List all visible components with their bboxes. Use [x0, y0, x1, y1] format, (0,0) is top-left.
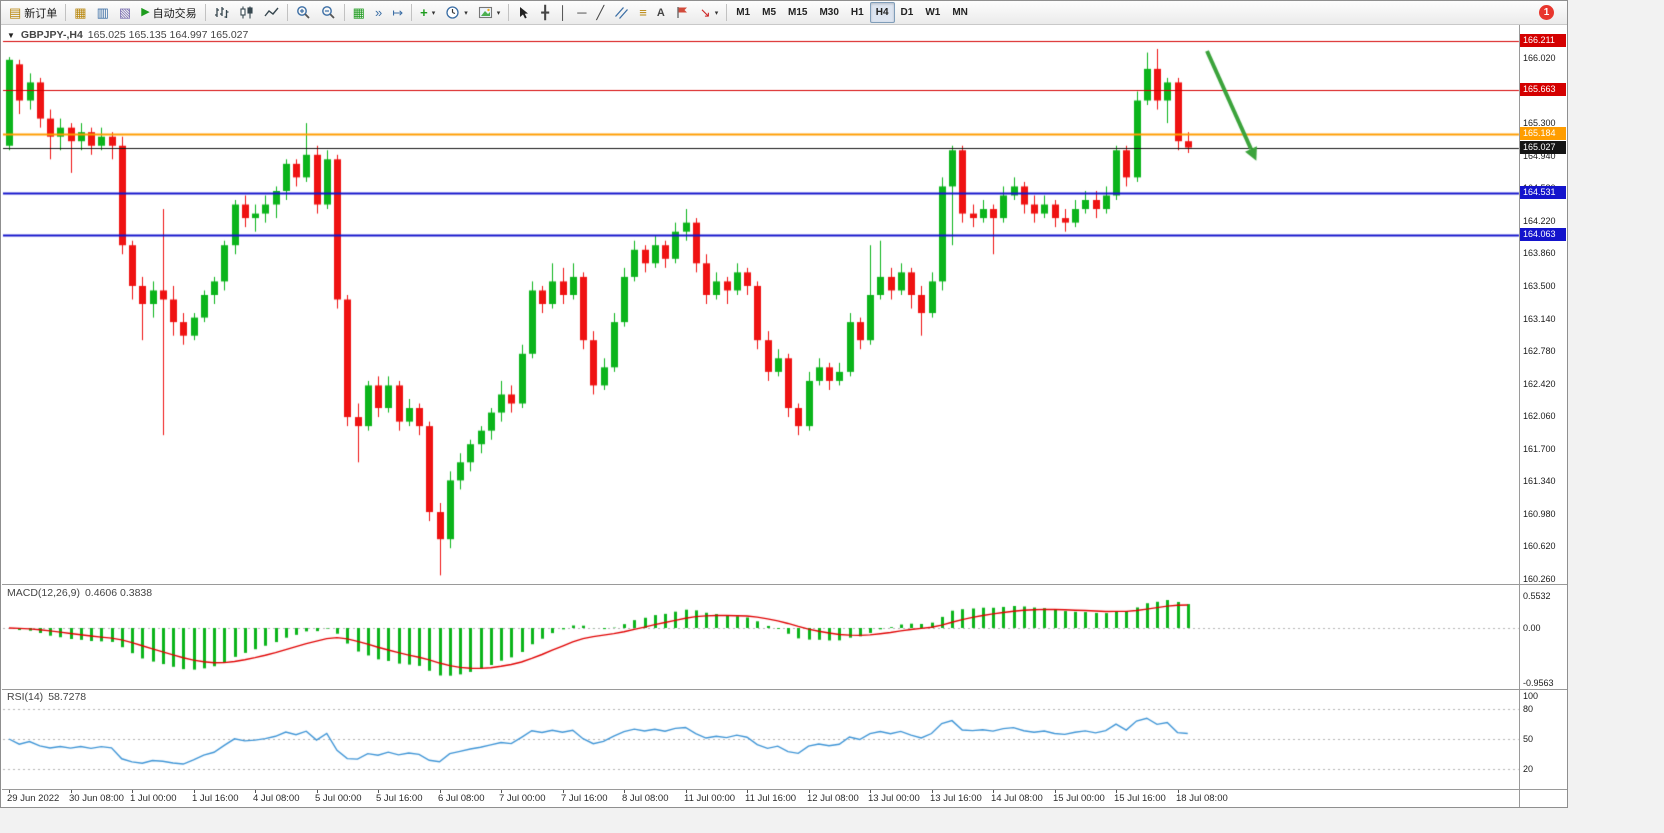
toolbar: ▤ 新订单 ▦ ▥ ▧ ▶ 自动交易 ▦ » ↦ [1, 1, 1567, 25]
timeframe-mn-button[interactable]: MN [952, 7, 968, 18]
fibonacci-button[interactable]: ≡ [634, 2, 652, 24]
indicators-button[interactable]: + ▾ [415, 2, 440, 24]
autotrading-label: 自动交易 [152, 7, 197, 20]
new-order-icon: ▤ [9, 5, 22, 20]
toolbar-separator [343, 4, 345, 21]
timeframe-m30-button[interactable]: M30 [819, 7, 839, 18]
market-watch-button[interactable]: ▦ [69, 2, 91, 24]
timeframe-m15-button[interactable]: M15 [788, 7, 808, 18]
trendline-button[interactable]: ╱ [591, 2, 609, 24]
terminal-button[interactable]: ▧ [114, 2, 136, 24]
data-window-button[interactable]: ▥ [92, 2, 114, 24]
timeframe-h4-button[interactable]: H4 [869, 2, 895, 23]
zoom-in-button[interactable] [291, 2, 316, 24]
zoom-in-icon [296, 6, 310, 19]
cursor-button[interactable] [512, 2, 536, 24]
toolbar-separator [411, 4, 413, 21]
market-watch-icon: ▦ [74, 5, 87, 20]
timeframe-h1-button[interactable]: H1 [850, 7, 864, 18]
rsi-indicator-label: RSI(14) 58.7278 [7, 691, 86, 703]
mt4-window: ▤ 新订单 ▦ ▥ ▧ ▶ 自动交易 ▦ » ↦ [0, 0, 1569, 809]
templates-icon [478, 6, 492, 19]
chart-title: ▼ GBPJPY-,H4 165.025 165.135 164.997 165… [7, 29, 248, 41]
toolbar-separator [508, 4, 510, 21]
bar-chart-button[interactable] [209, 2, 234, 24]
panel-splitter-rsi[interactable] [2, 689, 1567, 690]
fibonacci-icon: ≡ [639, 5, 647, 20]
rsi-name: RSI(14) [7, 691, 44, 703]
chevron-down-icon: ▾ [464, 9, 468, 17]
channel-icon [615, 7, 629, 19]
indicators-icon: + [420, 5, 428, 20]
toolbar-separator [726, 4, 728, 21]
new-order-button[interactable]: ▤ 新订单 [4, 2, 62, 24]
chevron-down-icon: ▾ [496, 9, 501, 17]
tile-windows-button[interactable]: ▦ [348, 2, 370, 24]
periods-button[interactable]: ▾ [440, 2, 473, 24]
toolbar-separator [204, 4, 206, 21]
autoscroll-button[interactable]: » [370, 2, 387, 24]
terminal-icon: ▧ [118, 5, 132, 20]
label-flag-icon [677, 7, 687, 18]
notification-badge[interactable]: 1 [1539, 5, 1554, 20]
timeframe-m5-button[interactable]: M5 [762, 7, 777, 18]
chart-collapse-icon[interactable]: ▼ [7, 31, 15, 40]
horizontal-line-icon: ─ [577, 5, 587, 20]
arrow-tool-icon: ↘ [699, 5, 711, 20]
templates-button[interactable]: ▾ [473, 2, 506, 24]
cursor-icon [520, 6, 529, 18]
price-axis-border [1519, 25, 1520, 807]
chart-shift-icon: ↦ [392, 5, 404, 20]
arrow-tools-button[interactable]: ↘ ▾ [695, 2, 723, 24]
zoom-out-icon [321, 6, 335, 19]
macd-name: MACD(12,26,9) [7, 587, 80, 599]
timeframe-w1-button[interactable]: W1 [925, 7, 941, 18]
horizontal-line-button[interactable]: ─ [572, 2, 591, 24]
periods-clock-icon [446, 6, 459, 19]
autotrading-play-icon: ▶ [141, 6, 150, 18]
bar-chart-icon [214, 7, 229, 18]
macd-indicator-label: MACD(12,26,9) 0.4606 0.3838 [7, 587, 152, 599]
candlestick-chart-icon [240, 6, 253, 19]
label-button[interactable] [670, 2, 695, 24]
chart-shift-button[interactable]: ↦ [387, 2, 408, 24]
vertical-line-icon: │ [559, 5, 568, 20]
data-window-icon: ▥ [96, 5, 109, 20]
price-chart-canvas[interactable] [1, 1, 1569, 809]
toolbar-separator [65, 4, 67, 21]
chevron-down-icon: ▾ [714, 9, 719, 17]
crosshair-button[interactable]: ╋ [536, 2, 554, 24]
panel-splitter-macd[interactable] [2, 584, 1567, 585]
line-chart-icon [264, 7, 279, 17]
chevron-down-icon: ▾ [431, 9, 436, 17]
autotrading-button[interactable]: ▶ 自动交易 [136, 2, 201, 24]
new-order-label: 新订单 [24, 7, 58, 20]
crosshair-icon: ╋ [541, 5, 550, 20]
autoscroll-icon: » [374, 5, 383, 20]
vertical-line-button[interactable]: │ [554, 2, 572, 24]
text-button[interactable]: A [652, 2, 670, 24]
text-tool-icon: A [656, 6, 665, 19]
channel-button[interactable] [609, 2, 634, 24]
toolbar-separator [286, 4, 288, 21]
timeframe-m1-button[interactable]: M1 [736, 7, 751, 18]
macd-values: 0.4606 0.3838 [84, 587, 153, 599]
chart-symbol-period: GBPJPY-,H4 [20, 29, 83, 41]
timeframe-d1-button[interactable]: D1 [900, 7, 914, 18]
trendline-icon: ╱ [596, 5, 605, 20]
time-axis-border [2, 789, 1567, 790]
rsi-value: 58.7278 [48, 691, 87, 703]
chart-ohlc-readout: 165.025 165.135 164.997 165.027 [87, 29, 249, 41]
tile-windows-icon: ▦ [352, 5, 365, 20]
zoom-out-button[interactable] [316, 2, 341, 24]
line-chart-button[interactable] [259, 2, 284, 24]
candlestick-chart-button[interactable] [234, 2, 259, 24]
